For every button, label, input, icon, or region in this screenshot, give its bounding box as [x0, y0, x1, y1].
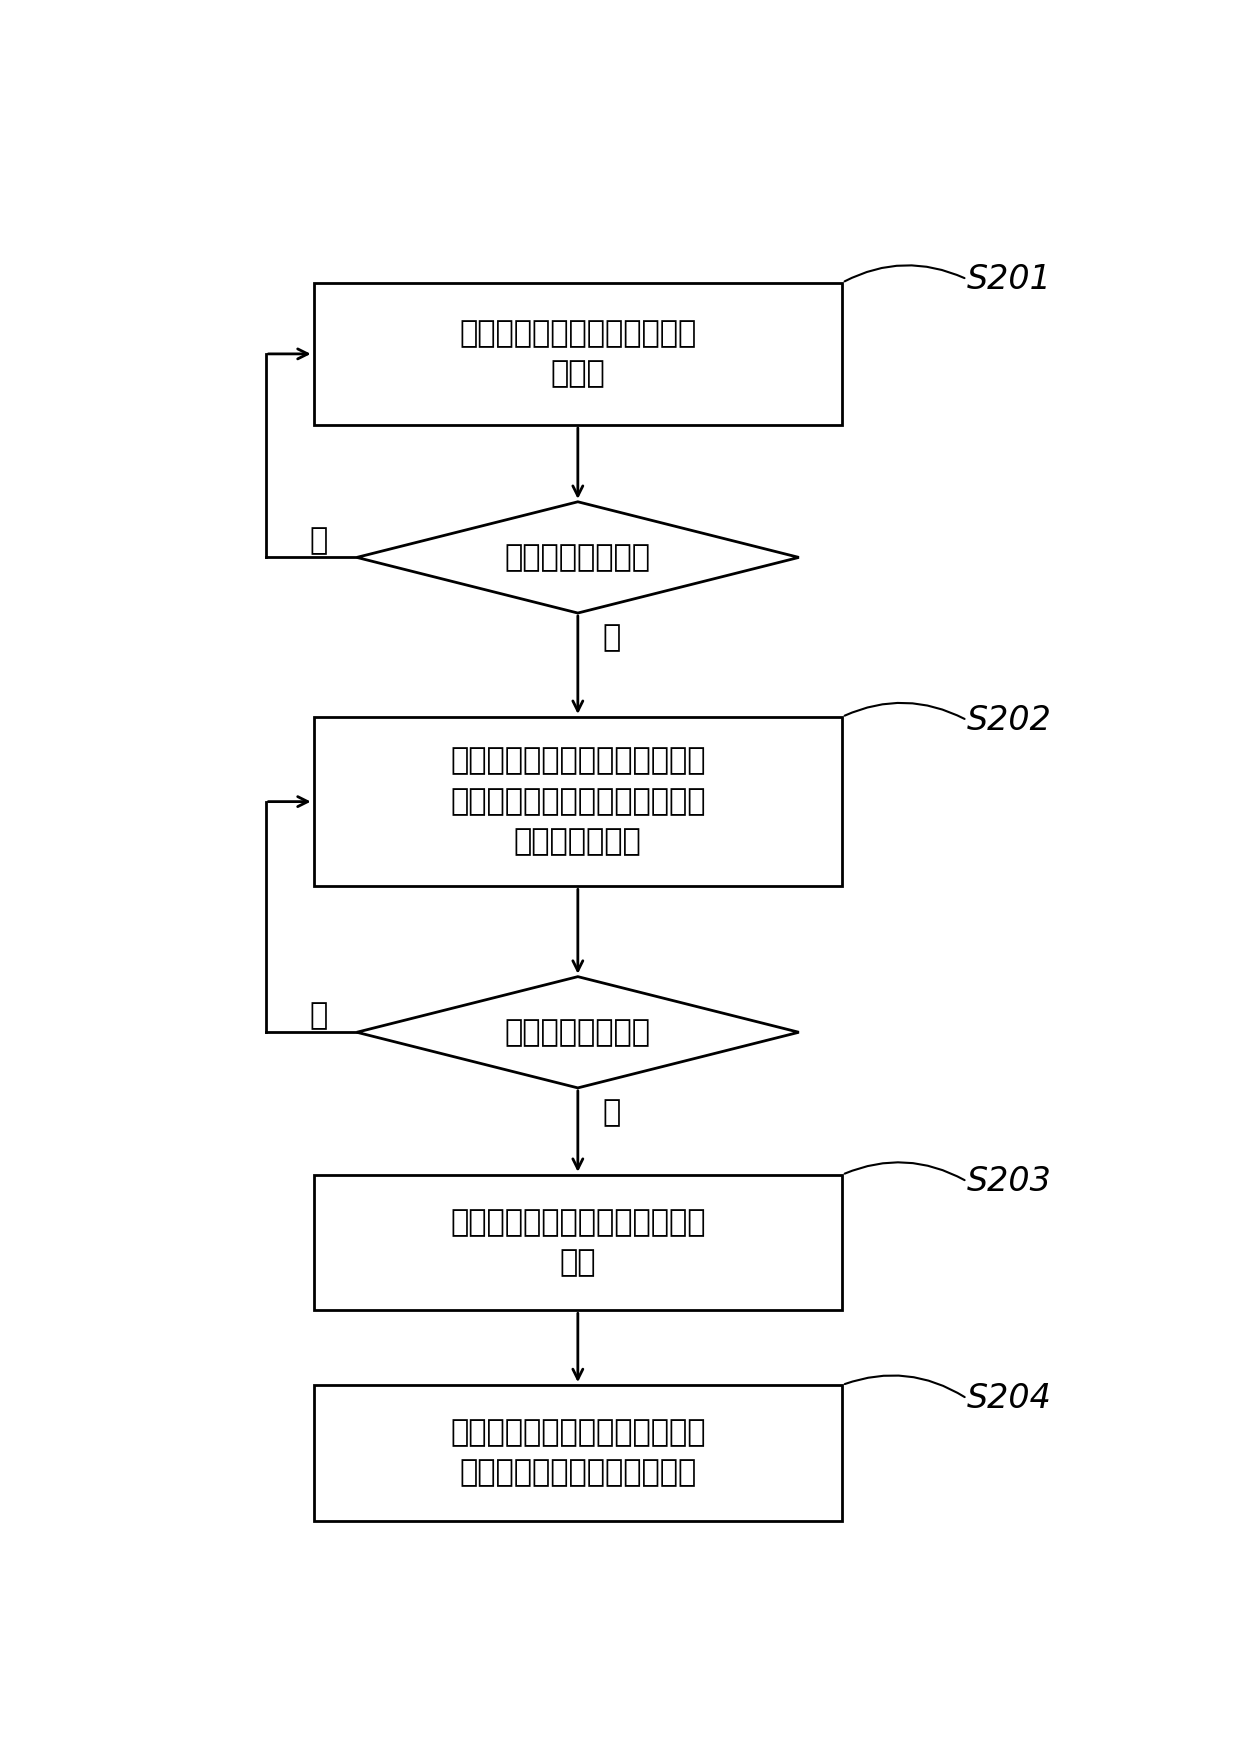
- Polygon shape: [357, 502, 799, 613]
- Bar: [314, 1385, 842, 1521]
- Text: S203: S203: [967, 1165, 1052, 1198]
- Text: 是: 是: [603, 1098, 620, 1128]
- Text: 否: 否: [309, 1001, 327, 1031]
- Text: S204: S204: [967, 1381, 1052, 1415]
- Text: 检测有效结束端点: 检测有效结束端点: [505, 1018, 651, 1047]
- Text: 检测有效起始端点: 检测有效起始端点: [505, 543, 651, 573]
- Text: S202: S202: [967, 703, 1052, 737]
- Text: 否: 否: [309, 527, 327, 555]
- Text: S201: S201: [967, 263, 1052, 296]
- Text: 持续获取用户输入的语音信息，
并将其实时转换为文本信息输出
显示在录音界面: 持续获取用户输入的语音信息， 并将其实时转换为文本信息输出 显示在录音界面: [450, 747, 706, 856]
- Text: 将最终获取的文本信息生成弹幕
发送指令输出至智能终端设备: 将最终获取的文本信息生成弹幕 发送指令输出至智能终端设备: [450, 1418, 706, 1487]
- Text: 根据第三弹幕操作信号启动录
音界面: 根据第三弹幕操作信号启动录 音界面: [459, 319, 697, 389]
- Bar: [314, 717, 842, 886]
- Text: 停止获取语音信息和文本信息的
转换: 停止获取语音信息和文本信息的 转换: [450, 1207, 706, 1277]
- Bar: [314, 282, 842, 425]
- Polygon shape: [357, 976, 799, 1087]
- Text: 是: 是: [603, 624, 620, 652]
- Bar: [314, 1175, 842, 1311]
